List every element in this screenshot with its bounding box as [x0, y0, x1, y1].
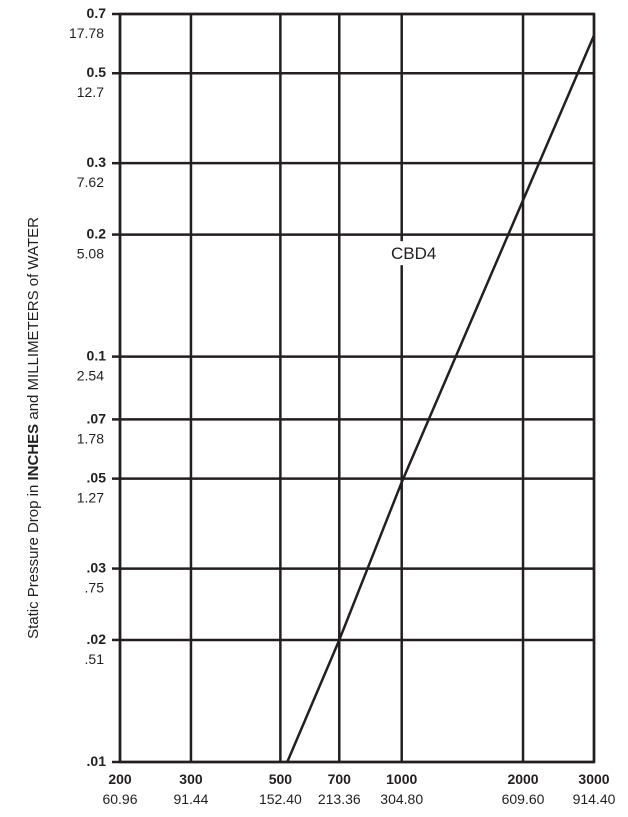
- x-tick-label-3000: 3000: [578, 771, 609, 787]
- x-tick-label-1000: 1000: [386, 771, 417, 787]
- x-tick-sublabel-300: 91.44: [173, 791, 208, 807]
- x-tick-sublabel-200: 60.96: [102, 791, 137, 807]
- y-tick-sublabel-0.7: 17.78: [69, 25, 104, 41]
- series-group: CBD4: [286, 34, 596, 763]
- y-tick-label-0.5: 0.5: [87, 64, 107, 80]
- y-tick-sublabel-0.5: 12.7: [77, 84, 104, 100]
- y-axis-label-prefix: Static Pressure Drop in: [25, 481, 42, 639]
- y-tick-sublabel-.07: 1.78: [77, 430, 104, 446]
- series-label-background: [379, 241, 448, 266]
- y-tick-sublabel-.03: .75: [85, 580, 105, 596]
- y-tick-sublabel-0.2: 5.08: [77, 246, 104, 262]
- x-tick-label-500: 500: [269, 771, 293, 787]
- y-tick-label-0.1: 0.1: [87, 348, 107, 364]
- x-tick-label-700: 700: [328, 771, 352, 787]
- y-tick-label-.07: .07: [87, 410, 107, 426]
- horizontal-gridlines: [112, 12, 594, 764]
- y-tick-label-.02: .02: [87, 631, 107, 647]
- x-tick-label-300: 300: [179, 771, 203, 787]
- y-tick-label-.03: .03: [87, 560, 107, 576]
- series-label-cbd4: CBD4: [391, 244, 436, 263]
- y-tick-label-.01: .01: [87, 753, 107, 769]
- y-tick-label-0.3: 0.3: [87, 154, 107, 170]
- y-tick-sublabel-0.1: 2.54: [77, 368, 104, 384]
- x-tick-sublabel-500: 152.40: [259, 791, 302, 807]
- y-tick-label-0.2: 0.2: [87, 226, 107, 242]
- y-tick-labels: .01 .02 .51 .03 .75 .05 1.27 .07 1.78 0.1 2.54 0.2 5…: [69, 5, 106, 769]
- y-tick-sublabel-.05: 1.27: [77, 490, 104, 506]
- vertical-gridlines: [118, 14, 596, 762]
- x-tick-sublabel-1000: 304.80: [380, 791, 423, 807]
- y-tick-sublabel-.02: .51: [85, 651, 105, 667]
- y-axis-label-bold: INCHES: [25, 424, 42, 481]
- y-tick-label-0.7: 0.7: [87, 5, 107, 21]
- plot-frame: [118, 12, 596, 764]
- y-tick-sublabel-0.3: 7.62: [77, 174, 104, 190]
- x-tick-sublabel-700: 213.36: [318, 791, 361, 807]
- x-tick-label-200: 200: [108, 771, 132, 787]
- y-tick-label-.05: .05: [87, 470, 107, 486]
- x-tick-sublabel-2000: 609.60: [502, 791, 545, 807]
- series-line-cbd4: [286, 34, 596, 763]
- x-tick-sublabel-3000: 914.40: [573, 791, 616, 807]
- y-axis-label-suffix: and MILLIMETERS of WATER: [25, 217, 42, 424]
- x-tick-label-2000: 2000: [507, 771, 538, 787]
- y-axis-label: Static Pressure Drop in INCHES and MILLI…: [25, 217, 42, 639]
- x-tick-labels: 200 60.96 300 91.44 500 152.40 700 213.36 1000 30…: [102, 771, 615, 807]
